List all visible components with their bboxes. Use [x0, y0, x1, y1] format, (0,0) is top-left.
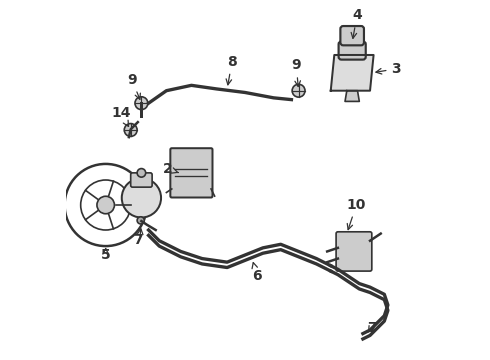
Text: 9: 9 — [292, 58, 301, 86]
Text: 9: 9 — [127, 73, 140, 99]
Circle shape — [137, 217, 144, 224]
Text: 7: 7 — [133, 233, 143, 247]
Circle shape — [122, 178, 161, 217]
FancyBboxPatch shape — [341, 26, 364, 45]
Text: 3: 3 — [376, 62, 401, 76]
Circle shape — [124, 123, 137, 136]
FancyBboxPatch shape — [336, 232, 372, 271]
FancyBboxPatch shape — [131, 173, 152, 187]
Circle shape — [135, 97, 148, 110]
Polygon shape — [331, 55, 373, 91]
Text: 4: 4 — [351, 8, 362, 39]
Text: 7: 7 — [367, 321, 377, 335]
Polygon shape — [345, 91, 359, 102]
FancyBboxPatch shape — [171, 148, 213, 198]
FancyBboxPatch shape — [339, 41, 366, 60]
Circle shape — [292, 84, 305, 97]
Text: 10: 10 — [347, 198, 366, 230]
Text: 6: 6 — [252, 262, 262, 283]
Text: 2: 2 — [163, 162, 178, 176]
Text: 14: 14 — [111, 107, 130, 126]
Circle shape — [97, 196, 115, 214]
Text: 5: 5 — [101, 248, 111, 262]
Text: 8: 8 — [226, 55, 237, 85]
Circle shape — [137, 168, 146, 177]
